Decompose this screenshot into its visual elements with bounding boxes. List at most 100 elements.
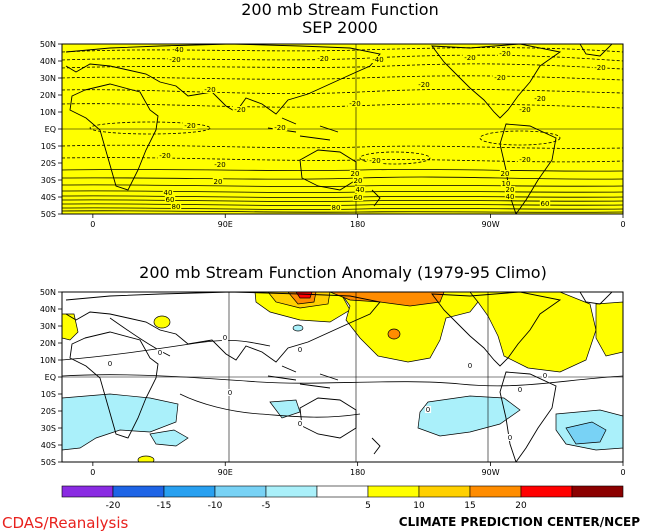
- top-contour-label-bg: [182, 122, 198, 129]
- top-contour-label: 20: [351, 170, 360, 178]
- bottom-contour-label: 0: [508, 434, 512, 442]
- bottom-contour-label: 0: [298, 346, 302, 354]
- colorbar-label: 10: [413, 501, 425, 511]
- bottom-contour-label-bg: [296, 346, 304, 353]
- anomaly-positive: [153, 315, 171, 329]
- top-contour-label-bg: [370, 56, 386, 63]
- top-contour-label-bg: [367, 157, 383, 164]
- bottom-y-axis: 50N 40N 30N 20N 10N EQ 10S 20S 30S 40S 50S: [40, 288, 62, 467]
- bottom-contour-label: 0: [426, 406, 430, 414]
- anomaly-peak: [295, 292, 313, 299]
- bottom-grid: [62, 292, 623, 462]
- bottom-x-tick-label: 90W: [482, 468, 500, 477]
- top-contour: [62, 88, 623, 94]
- anomaly-negative: [62, 393, 179, 451]
- top-contour: [62, 103, 623, 109]
- colorbar-swatch: [571, 485, 624, 498]
- top-coast-greenland: [579, 44, 613, 57]
- bottom-y-tick-label: 40S: [41, 441, 56, 450]
- bottom-y-tick-label: 50N: [40, 288, 56, 297]
- top-contour-label-bg: [315, 55, 331, 62]
- top-contour-label: 80: [332, 204, 341, 212]
- top-y-tick-label: 20N: [40, 91, 56, 100]
- top-contour: [62, 144, 623, 149]
- colorbar-swatch: [367, 485, 420, 498]
- top-contour-label: -20: [464, 54, 475, 62]
- top-contour-label: -20: [349, 100, 360, 108]
- bottom-x-tick-label: 0: [90, 468, 95, 477]
- top-y-tick-label: 30N: [40, 74, 56, 83]
- top-y-tick-label: 40N: [40, 57, 56, 66]
- bottom-plot-area: 50N 40N 30N 20N 10N EQ 10S 20S 30S 40S 50S 0 90E 180…: [40, 288, 626, 477]
- top-contour-label-bg: [517, 156, 533, 163]
- bottom-y-tick-label: 30S: [41, 424, 56, 433]
- top-contour-label: -20: [204, 86, 215, 94]
- bottom-contour-label-bg: [516, 386, 524, 393]
- top-contour-label: 60: [166, 196, 175, 204]
- top-contour-label-bg: [162, 189, 174, 196]
- top-contour-label: -20: [214, 161, 225, 169]
- top-contour-label-bg: [347, 100, 363, 107]
- bottom-contour-label-bg: [156, 349, 164, 356]
- top-contour-label-bg: [164, 196, 176, 203]
- colorbar-swatch: [112, 485, 165, 498]
- bottom-contour-label: 0: [543, 372, 547, 380]
- credit-cpc: CLIMATE PREDICTION CENTER/NCEP: [399, 515, 640, 529]
- bottom-contour-label-bg: [221, 334, 229, 341]
- bottom-coast-eurasia: [65, 292, 381, 363]
- top-coast-samerica: [499, 123, 557, 214]
- anomaly-negative: [565, 421, 607, 445]
- bottom-contour-label: 0: [108, 360, 112, 368]
- bottom-x-tick-label: 90E: [218, 468, 233, 477]
- bottom-y-tick-label: 20S: [41, 407, 56, 416]
- top-x-tick-label: 90E: [218, 220, 233, 229]
- top-y-tick-label: 10N: [40, 108, 56, 117]
- top-contour-label: -20: [274, 124, 285, 132]
- top-contour-label: -20: [519, 156, 530, 164]
- colorbar-swatch: [520, 485, 573, 498]
- top-y-axis: 50N 40N 30N 20N 10N EQ 10S 20S 30S 40S 50S: [40, 40, 62, 219]
- top-y-tick-label: 20S: [41, 159, 56, 168]
- colorbar-label: -15: [157, 501, 172, 511]
- top-y-tick-label: 10S: [41, 142, 56, 151]
- bottom-contour-label-bg: [424, 406, 432, 413]
- top-contour-label: -20: [159, 152, 170, 160]
- top-contour-label-bg: [349, 170, 361, 177]
- colorbar-label: -10: [208, 501, 223, 511]
- top-contour-label-bg: [354, 186, 366, 193]
- top-contour-label-bg: [232, 106, 248, 113]
- anomaly-positive: [595, 301, 623, 357]
- anomaly-positive: [62, 313, 79, 341]
- top-coast-eurasia: [65, 44, 381, 115]
- top-contour-label: -20: [418, 81, 429, 89]
- bottom-y-tick-label: 50S: [41, 458, 56, 467]
- top-y-tick-label: 40S: [41, 193, 56, 202]
- colorbar-label: -20: [106, 501, 121, 511]
- bottom-coast-africa: [69, 331, 159, 439]
- top-contour-label: 80: [172, 203, 181, 211]
- top-x-axis: 0 90E 180 90W 0: [90, 214, 626, 229]
- top-y-tick-label: 30S: [41, 176, 56, 185]
- top-contour: [62, 199, 623, 202]
- top-x-tick-label: 180: [350, 220, 365, 229]
- colorbar-label: -5: [262, 501, 271, 511]
- top-contour: [62, 210, 623, 213]
- top-contour-label: -20: [369, 157, 380, 165]
- top-contour: [62, 75, 623, 81]
- top-contour-label-bg: [352, 177, 364, 184]
- bottom-y-tick-label: EQ: [45, 373, 56, 382]
- bottom-contour-label: 0: [468, 362, 472, 370]
- anomaly-strong: [329, 292, 445, 307]
- top-contour-label: -20: [169, 56, 180, 64]
- colorbar-swatch: [418, 485, 471, 498]
- top-contour: [62, 203, 623, 206]
- top-contour-label-bg: [212, 161, 228, 168]
- top-contour-label: -20: [494, 74, 505, 82]
- top-contour-label: -20: [594, 64, 605, 72]
- bottom-y-tick-label: 20N: [40, 339, 56, 348]
- top-contour-label-bg: [500, 180, 512, 187]
- colorbar-label: 5: [365, 501, 371, 511]
- top-plot-area: 50N 40N 30N 20N 10N EQ 10S 20S 30S 40S 50S 0 90E 180…: [40, 40, 626, 229]
- top-contour: [89, 121, 211, 135]
- top-contour-label-bg: [532, 95, 548, 102]
